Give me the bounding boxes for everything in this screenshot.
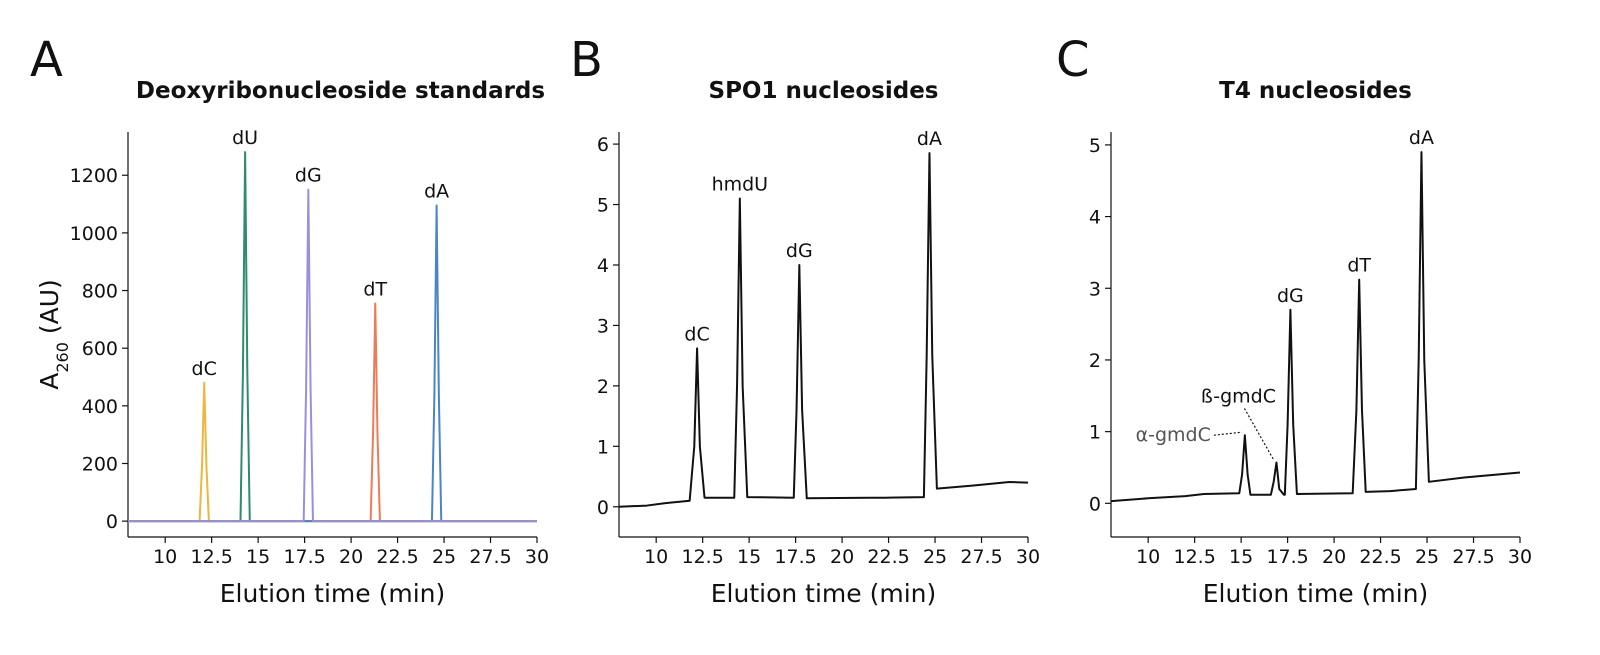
x-tick-label: 10 <box>644 546 668 568</box>
x-tick-label: 17.5 <box>1266 546 1308 568</box>
x-tick-label: 20 <box>1322 546 1346 568</box>
y-tick-label: 4 <box>1089 207 1101 229</box>
trace <box>1110 151 1521 503</box>
peak-label: dA <box>917 128 942 150</box>
x-tick-label: 10 <box>1136 546 1160 568</box>
x-tick-label: 15 <box>737 546 761 568</box>
y-tick-label: 400 <box>82 396 118 418</box>
x-tick-label: 12.5 <box>191 546 233 568</box>
x-tick-label: 20 <box>830 546 854 568</box>
x-axis-label: Elution time (min) <box>1203 579 1429 608</box>
x-tick-label: 30 <box>525 546 549 568</box>
x-tick-label: 12.5 <box>1174 546 1216 568</box>
x-tick-label: 27.5 <box>960 546 1002 568</box>
x-tick-label: 17.5 <box>283 546 325 568</box>
y-tick-label: 2 <box>597 376 609 398</box>
panel-letter: C <box>1056 32 1090 88</box>
x-tick-label: 20 <box>339 546 363 568</box>
x-tick-label: 22.5 <box>867 546 909 568</box>
x-tick-label: 15 <box>246 546 270 568</box>
peak-label: dT <box>1347 255 1371 277</box>
y-tick-label: 3 <box>1089 278 1101 300</box>
y-tick-label: 1000 <box>70 223 118 245</box>
y-tick-label: 1200 <box>70 165 118 187</box>
y-tick-label: 1 <box>1089 422 1101 444</box>
y-tick-label: 5 <box>1089 135 1101 157</box>
leader-line <box>1213 431 1242 436</box>
peak-label: dG <box>295 165 322 187</box>
y-tick-label: 6 <box>597 134 609 156</box>
y-tick-label: 4 <box>597 255 609 277</box>
leader-line <box>1243 408 1274 460</box>
x-tick-label: 22.5 <box>1359 546 1401 568</box>
x-tick-label: 27.5 <box>469 546 511 568</box>
peak-label: ß-gmdC <box>1201 385 1276 407</box>
trace <box>128 151 537 523</box>
trace <box>618 152 1029 508</box>
trace <box>128 381 537 523</box>
peak-label: dT <box>363 279 387 301</box>
y-tick-label: 1 <box>597 436 609 458</box>
chart-title: SPO1 nucleosides <box>709 78 939 104</box>
x-tick-label: 17.5 <box>774 546 816 568</box>
x-tick-label: 25 <box>1415 546 1439 568</box>
peak-label: dA <box>424 181 449 203</box>
y-tick-label: 5 <box>597 195 609 217</box>
peak-label: dU <box>232 127 258 149</box>
trace <box>128 302 537 523</box>
peak-label: dG <box>786 240 813 262</box>
y-tick-label: 2 <box>1089 350 1101 372</box>
y-tick-label: 0 <box>1089 493 1101 515</box>
y-axis-label-part: (AU) <box>35 279 64 342</box>
x-tick-label: 25 <box>923 546 947 568</box>
x-axis-label: Elution time (min) <box>220 579 446 608</box>
panel-letter: B <box>570 32 603 88</box>
y-tick-label: 600 <box>82 338 118 360</box>
x-tick-label: 30 <box>1508 546 1532 568</box>
y-tick-label: 200 <box>82 453 118 475</box>
y-tick-label: 800 <box>82 281 118 303</box>
y-axis-label: A260 (AU) <box>35 279 72 390</box>
peak-label: dA <box>1409 127 1434 149</box>
y-tick-label: 0 <box>106 511 118 533</box>
peak-label: hmdU <box>712 173 769 195</box>
x-tick-label: 30 <box>1016 546 1040 568</box>
y-axis-label-part: 260 <box>53 342 72 373</box>
panel-letter: A <box>30 32 63 88</box>
x-tick-label: 22.5 <box>376 546 418 568</box>
x-tick-label: 25 <box>432 546 456 568</box>
trace <box>128 188 537 523</box>
x-tick-label: 15 <box>1229 546 1253 568</box>
chart-title: Deoxyribonucleoside standards <box>136 78 545 104</box>
y-tick-label: 3 <box>597 315 609 337</box>
peak-label: α-gmdC <box>1136 424 1211 446</box>
chart-title: T4 nucleosides <box>1219 78 1412 104</box>
y-tick-label: 0 <box>597 497 609 519</box>
peak-label: dC <box>192 358 217 380</box>
y-axis-label-part: A <box>35 373 64 390</box>
x-axis-label: Elution time (min) <box>711 579 937 608</box>
peak-label: dG <box>1277 285 1304 307</box>
x-tick-label: 10 <box>153 546 177 568</box>
trace <box>128 204 537 523</box>
x-tick-label: 27.5 <box>1452 546 1494 568</box>
x-tick-label: 12.5 <box>682 546 724 568</box>
peak-label: dC <box>684 323 709 345</box>
